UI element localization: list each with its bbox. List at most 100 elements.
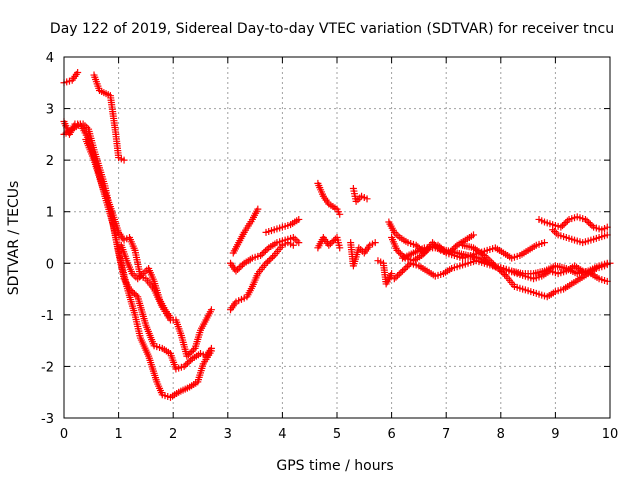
data-point (166, 313, 174, 321)
x-tick-label: 3 (224, 427, 232, 442)
data-point (295, 215, 303, 223)
y-tick-label: -1 (41, 309, 54, 324)
x-tick-label: 5 (333, 427, 341, 442)
series-track-1 (60, 68, 82, 87)
series-track-2 (90, 71, 128, 164)
data-point (393, 246, 401, 254)
series-track-10 (262, 215, 303, 236)
series-track-18 (390, 257, 611, 285)
data-point-trail (588, 222, 596, 230)
data-point (183, 352, 191, 360)
data-point (557, 223, 565, 231)
series-track-13 (349, 185, 371, 205)
x-tick-label: 1 (114, 427, 122, 442)
data-point-trail (395, 270, 403, 278)
grid (64, 57, 610, 418)
data-point (257, 252, 265, 260)
x-tick-label: 0 (60, 427, 68, 442)
data-point-trail (586, 220, 594, 228)
data-point-trail (129, 288, 137, 296)
data-point-trail (392, 273, 400, 281)
data-point-trail (326, 240, 334, 248)
x-tick-label: 9 (551, 427, 559, 442)
data-point (390, 275, 398, 283)
data-point (289, 241, 297, 249)
data-point-trail (127, 287, 135, 295)
data-point (325, 241, 333, 249)
x-tick-label: 10 (602, 427, 619, 442)
data-point-trail (260, 248, 268, 256)
data-points (60, 68, 614, 401)
y-tick-label: -3 (41, 412, 54, 427)
chart-title: Day 122 of 2019, Sidereal Day-to-day VTE… (50, 21, 614, 37)
data-point-trail (583, 217, 591, 225)
series-track-6 (117, 241, 174, 321)
data-point-trail (239, 261, 247, 269)
data-point-trail (585, 219, 593, 227)
data-point (295, 239, 303, 247)
data-point-trail (562, 219, 570, 227)
x-tick-label: 7 (442, 427, 450, 442)
data-point (120, 156, 128, 164)
data-point (371, 239, 379, 247)
data-point-trail (258, 250, 266, 258)
data-point (418, 252, 426, 260)
data-point-trail (560, 220, 568, 228)
data-point-trail (397, 269, 405, 277)
data-point (232, 267, 240, 275)
data-point-trail (185, 358, 193, 366)
data-point-trail (424, 245, 432, 253)
data-point-trail (184, 351, 192, 359)
data-point-trail (186, 349, 194, 357)
data-point-trail (403, 262, 411, 270)
data-point-trail (132, 291, 140, 299)
data-point-trail (237, 262, 245, 270)
series-track-21 (535, 213, 611, 234)
x-tick-label: 8 (497, 427, 505, 442)
y-tick-label: 0 (46, 257, 54, 272)
series-track-9 (229, 205, 262, 257)
data-point-trail (188, 347, 196, 355)
axis-ticks: 0 1 2 3 4 5 6 7 8 9 10 -3 -2 -1 0 1 2 3 4 (41, 51, 618, 442)
y-tick-label: 1 (46, 206, 54, 221)
x-axis-label: GPS time / hours (276, 458, 393, 474)
data-point-trail (395, 248, 403, 256)
data-point (207, 344, 215, 352)
data-point (126, 285, 134, 293)
data-point-trail (267, 255, 275, 263)
data-point-trail (405, 261, 413, 269)
data-point-trail (265, 256, 273, 264)
data-point-trail (261, 247, 269, 255)
data-point (336, 210, 344, 218)
data-point (363, 195, 371, 203)
y-tick-label: 4 (46, 51, 54, 66)
y-axis-label: SDTVAR / TECUs (6, 181, 22, 296)
data-point-trail (264, 258, 272, 266)
data-point-trail (269, 253, 277, 261)
data-point-trail (394, 272, 402, 280)
data-point (470, 231, 477, 239)
series-track-22 (549, 226, 611, 247)
data-point-trail (263, 245, 271, 253)
data-point (336, 244, 344, 252)
data-point-trail (396, 249, 404, 257)
series-track-20 (459, 241, 611, 278)
series-track-12 (314, 234, 344, 252)
x-tick-label: 6 (387, 427, 395, 442)
series-track-17 (388, 234, 548, 265)
data-point-trail (501, 271, 509, 279)
x-tick-label: 2 (169, 427, 177, 442)
series-track-8 (227, 234, 303, 275)
plot-frame (63, 56, 611, 419)
series-track-15 (374, 257, 396, 288)
data-point-trail (450, 244, 458, 252)
data-point-trail (558, 222, 566, 230)
data-point-trail (563, 217, 571, 225)
data-point-trail (235, 264, 243, 272)
data-point (254, 205, 262, 213)
data-point-trail (182, 361, 190, 369)
data-point (388, 270, 396, 278)
data-point (180, 362, 188, 370)
data-point (581, 215, 589, 223)
